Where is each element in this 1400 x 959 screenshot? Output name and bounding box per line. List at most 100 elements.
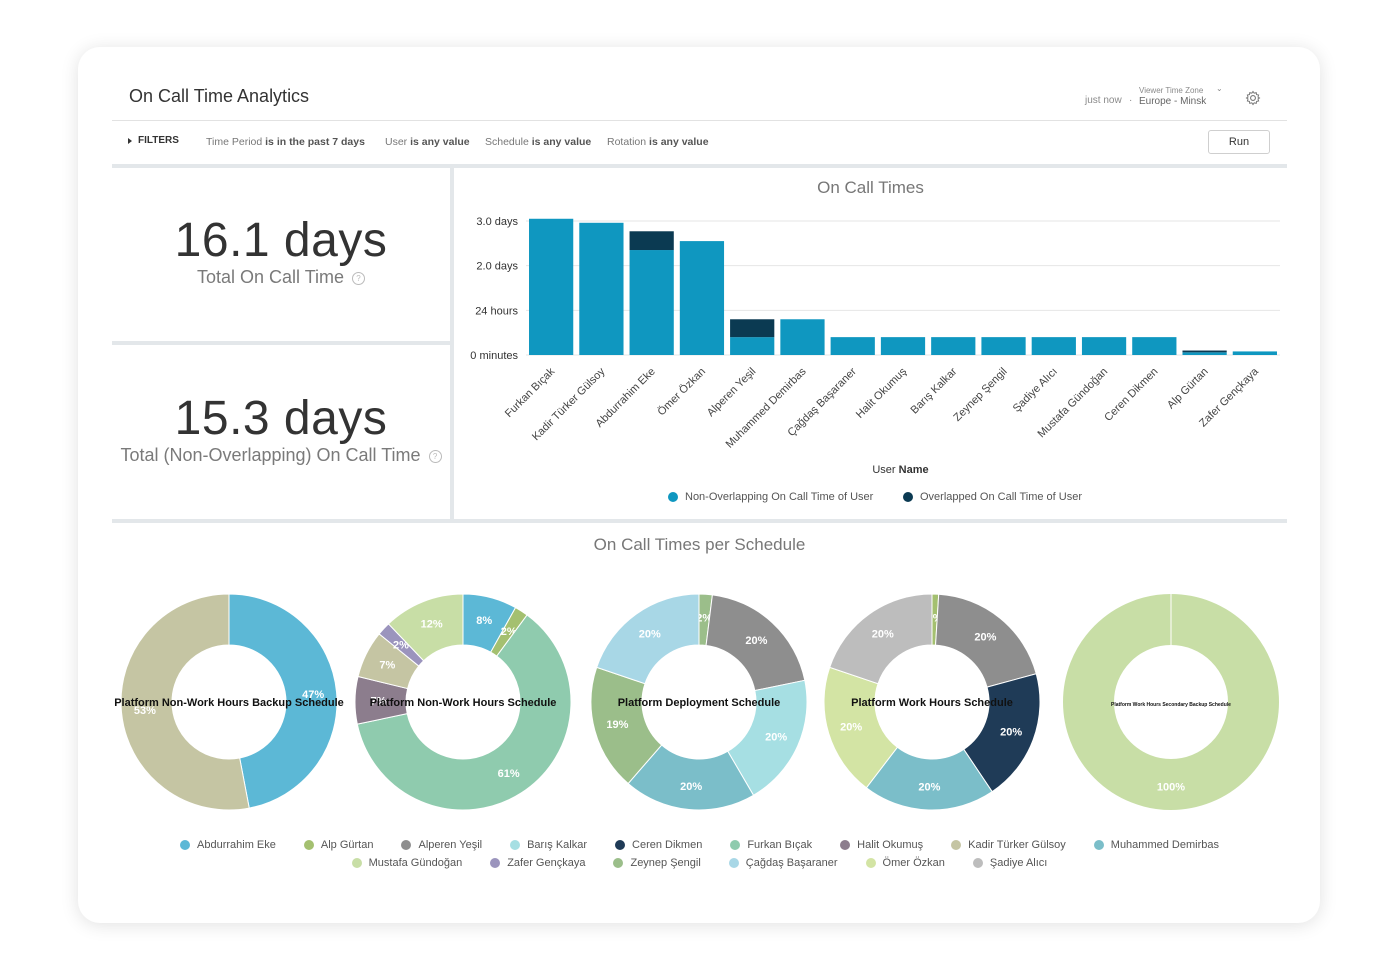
bar-non-overlapping xyxy=(1031,337,1076,355)
last-updated: just now xyxy=(1085,95,1122,106)
legend-label: Ceren Dikmen xyxy=(632,839,703,851)
filter-field: Schedule xyxy=(485,136,529,148)
tile-divider xyxy=(450,168,454,520)
donut-slice-label: 12% xyxy=(421,619,443,631)
bar-non-overlapping xyxy=(730,337,775,355)
bar-non-overlapping xyxy=(579,222,624,355)
kpi-total-label: Total On Call Time? xyxy=(112,267,450,288)
legend-swatch xyxy=(972,858,983,868)
on-call-times-bar-chart: 0 minutes 24 hours 2.0 days 3.0 days Furkan … xyxy=(470,216,1280,451)
legend-item[interactable]: Zeynep Şengil xyxy=(613,854,701,872)
x-tick-label: Şadiye Alıcı xyxy=(1011,366,1060,415)
donut-slice-label: 2% xyxy=(393,640,409,652)
donut-slice-label: 20% xyxy=(872,628,894,640)
filter-field: User xyxy=(385,136,408,148)
legend-item[interactable]: Overlapped On Call Time of User xyxy=(903,491,1082,503)
donut-slice xyxy=(387,593,464,662)
legend-swatch xyxy=(840,840,851,850)
bar-chart-title: On Call Times xyxy=(817,178,924,197)
filter-user[interactable]: User is any value xyxy=(385,136,470,148)
legend-item[interactable]: Ömer Özkan xyxy=(865,854,945,872)
x-tick-label: Alperen Yeşil xyxy=(705,366,758,419)
legend-item[interactable]: Alp Gürtan xyxy=(303,836,374,854)
dashboard-title: On Call Time Analytics xyxy=(129,86,310,106)
bar-overlapped xyxy=(730,319,775,338)
legend-label: Ömer Özkan xyxy=(882,857,945,869)
legend-swatch xyxy=(490,858,501,868)
y-tick-label: 24 hours xyxy=(475,305,518,317)
legend-item[interactable]: Ceren Dikmen xyxy=(615,836,702,854)
x-tick-label: Furkan Bıçak xyxy=(503,365,558,420)
run-button[interactable]: Run xyxy=(1208,130,1270,154)
x-tick-label: Zeynep Şengil xyxy=(951,366,1009,424)
chevron-down-icon[interactable]: ⌄ xyxy=(1216,84,1223,93)
donut-slice-label: 100% xyxy=(1157,782,1185,794)
bar-non-overlapping xyxy=(981,337,1026,355)
filter-schedule[interactable]: Schedule is any value xyxy=(485,136,591,148)
legend-item[interactable]: Mustafa Gündoğan xyxy=(351,854,463,872)
legend-item[interactable]: Çağdaş Başaraner xyxy=(728,854,838,872)
y-tick-label: 2.0 days xyxy=(476,261,518,273)
donut-slice-label: 53% xyxy=(134,705,156,717)
donut-slice-label: 20% xyxy=(1000,727,1022,739)
donut-title: Platform Work Hours Schedule xyxy=(851,697,1013,709)
donut-title: Platform Non-Work Hours Schedule xyxy=(370,697,557,709)
legend-item[interactable]: Non-Overlapping On Call Time of User xyxy=(668,491,873,503)
filter-field: Time Period xyxy=(206,136,263,148)
kpi-label-text: Total (Non-Overlapping) On Call Time xyxy=(120,445,421,465)
filter-rotation[interactable]: Rotation is any value xyxy=(607,136,709,148)
caret-right-icon xyxy=(128,137,132,144)
filter-condition: is in the past 7 days xyxy=(265,136,365,148)
x-axis-label: User Name xyxy=(454,464,1347,476)
filter-condition: is any value xyxy=(649,136,709,148)
question-icon[interactable]: ? xyxy=(428,449,442,463)
question-icon[interactable]: ? xyxy=(352,271,366,285)
y-tick-label: 3.0 days xyxy=(476,216,518,228)
legend-item[interactable]: Furkan Bıçak xyxy=(730,836,812,854)
legend-item[interactable]: Halit Okumuş xyxy=(840,836,923,854)
bar-non-overlapping xyxy=(529,218,574,355)
x-tick-label: Alp Gürtan xyxy=(1165,366,1211,412)
filters-toggle[interactable]: FILTERS xyxy=(128,135,179,146)
legend-item[interactable]: Abdurrahim Eke xyxy=(180,836,276,854)
legend-item[interactable]: Kadir Türker Gülsoy xyxy=(951,836,1066,854)
legend-label: Şadiye Alıcı xyxy=(989,857,1048,869)
x-tick-label: Barış Kalkar xyxy=(909,365,960,416)
donut-legend: Abdurrahim Eke Alp Gürtan Alperen Yeşil Bar… xyxy=(112,836,1287,872)
filter-time-period[interactable]: Time Period is in the past 7 days xyxy=(206,136,365,148)
legend-label: Overlapped On Call Time of User xyxy=(920,491,1083,503)
legend-label: Non-Overlapping On Call Time of User xyxy=(685,491,874,503)
legend-swatch xyxy=(865,858,876,868)
donut-slice-label: 61% xyxy=(498,768,520,780)
legend-item[interactable]: Alperen Yeşil xyxy=(401,836,482,854)
legend-label: Zafer Gençkaya xyxy=(507,857,586,869)
legend-item[interactable]: Muhammed Demirbas xyxy=(1093,836,1219,854)
legend-item[interactable]: Şadiye Alıcı xyxy=(972,854,1048,872)
legend-label: Halit Okumuş xyxy=(857,839,924,851)
legend-swatch xyxy=(951,840,962,850)
legend-swatch xyxy=(351,858,362,868)
timezone-selector[interactable]: Europe - Minsk xyxy=(1139,96,1207,107)
legend-swatch xyxy=(668,492,678,502)
legend-swatch xyxy=(903,492,913,502)
legend-item[interactable]: Barış Kalkar xyxy=(510,836,587,854)
legend-swatch xyxy=(401,840,412,850)
filter-field: Rotation xyxy=(607,136,647,148)
legend-swatch xyxy=(1093,840,1104,850)
legend-label: Alperen Yeşil xyxy=(418,839,483,851)
filters-label: FILTERS xyxy=(138,135,179,146)
donut-slice-label: 20% xyxy=(918,781,940,793)
bar-non-overlapping xyxy=(1182,352,1227,355)
gear-icon[interactable] xyxy=(1245,90,1261,106)
x-axis-label-prefix: User xyxy=(872,464,896,476)
bar-overlapped xyxy=(629,231,674,251)
legend-label: Muhammed Demirbas xyxy=(1110,839,1219,851)
donut-title: Platform Non-Work Hours Backup Schedule xyxy=(114,697,344,709)
legend-label: Alp Gürtan xyxy=(320,839,374,851)
legend-item[interactable]: Zafer Gençkaya xyxy=(490,854,585,872)
donut-title: Platform Deployment Schedule xyxy=(618,697,781,709)
donut-slice-label: 19% xyxy=(606,719,628,731)
legend-label: Mustafa Gündoğan xyxy=(368,857,463,869)
schedule-donut-charts: 47% 53%Platform Non-Work Hours Backup Sch… xyxy=(114,593,1279,811)
header-separator: · xyxy=(1129,95,1133,106)
